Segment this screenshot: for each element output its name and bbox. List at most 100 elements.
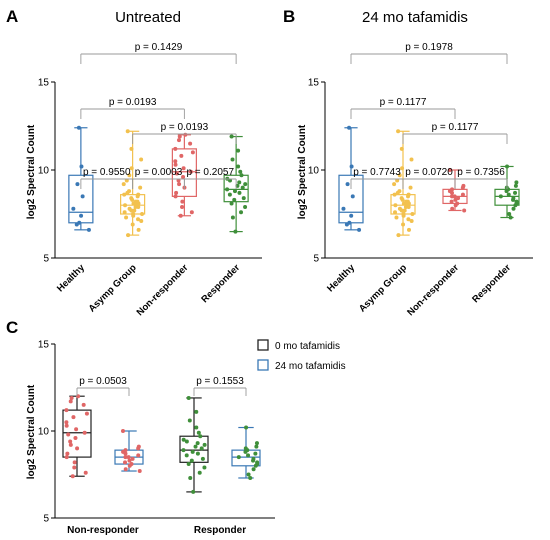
box-1-point [399,146,404,151]
p-value-label: p = 0.1429 [135,42,183,53]
box-1-point [127,206,132,211]
y-tick-label: 15 [38,340,50,351]
group-1-box-0-point [202,465,207,470]
p-value-label: p = 0.1553 [196,376,244,387]
p-value-label: p = 0.7743 [353,167,401,178]
group-0-box-1-point [123,455,128,460]
p-value-label: p = 0.0720 [405,167,453,178]
group-0-box-1-point [130,456,135,461]
box-2-point [180,204,185,209]
box-0-point [75,182,80,187]
group-0-box-1-point [120,429,125,433]
box-3-point [237,180,242,185]
legend-label: 24 mo tafamidis [275,361,346,372]
category-label: Non-responder [67,525,139,536]
box-2-point [179,153,184,158]
box-1-point [394,215,399,220]
box-1-point [406,192,411,197]
y-tick-label: 10 [308,166,320,177]
box-3-box [223,174,249,203]
group-1-box-1-point [255,460,260,465]
panel-b-ylabel: log2 Spectral Count [297,124,308,219]
box-1-point [139,157,144,162]
box-2-point [176,138,181,143]
box-1-point [127,173,132,178]
group-1-box-1-point [243,446,248,451]
y-tick-label: 10 [38,166,50,177]
box-0-point [357,227,362,232]
group-0-box-0-point [68,399,73,404]
group-1-box-0-point [193,444,198,449]
group-0-box-0-point [75,446,80,451]
box-1-point [406,227,411,232]
box-3-point [239,173,244,178]
box-3-point [232,189,237,194]
box-0-point [86,227,91,232]
group-0-box-0-point [81,402,86,407]
box-0-point [341,206,346,211]
box-1-point [406,217,411,222]
box-2-point [455,201,460,206]
group-0-box-0-point [65,451,70,456]
box-0-point [77,220,82,225]
group-0-box-0-point [82,430,87,435]
legend-swatch [257,339,269,351]
box-3-point [498,194,503,199]
box-1-point [129,146,134,151]
box-0-point [347,125,352,130]
box-1-point [408,185,413,190]
box-1-point [392,192,397,197]
box-1-point [121,182,126,187]
y-tick-label: 10 [38,427,50,438]
box-1-point [122,192,127,197]
p-value-label: p = 0.0003 [135,167,183,178]
panel-c-legend: 0 mo tafamidis 24 mo tafamidis [257,339,346,372]
group-1-box-0-box [179,435,209,463]
category-label: Non-responder [135,262,191,318]
box-3-point [243,182,248,187]
category-label: Healthy [55,262,88,295]
box-1-point [124,215,129,220]
group-0-box-1-point [136,453,141,458]
box-1-point [136,227,141,232]
box-2-point [461,183,466,188]
box-2-point [449,194,454,199]
box-3-point [236,164,241,169]
box-1-point [397,173,402,178]
group-0-box-1-point [123,467,128,472]
box-1-point [401,222,406,227]
box-0-point [349,164,354,169]
group-1-box-0-point [196,430,201,435]
panel-c: C log2 Spectral Count 5 10 15 p = 0.0503 Non… [6,318,346,536]
box-1-point [395,178,400,183]
box-2-point [456,196,461,201]
panel-b-letter: B [283,7,295,26]
box-1-point [392,182,397,187]
group-0-box-1-point [126,455,131,460]
box-3-point [239,210,244,215]
legend-swatch [257,359,269,371]
box-1-point [396,129,401,134]
group-1-box-0-point [189,458,194,463]
box-2-point [181,175,186,180]
p-value-label: p = 0.0503 [79,376,127,387]
box-2-point [188,141,193,146]
group-0-box-0-point [64,423,69,428]
group-0-box-1-point [137,469,142,474]
box-1-point [130,222,135,227]
box-2-point [183,132,188,137]
group-0-box-0-point [69,395,74,400]
group-1-box-1-point [246,453,251,458]
group-1-box-0-point [200,456,205,461]
box-1-point [409,157,414,162]
box-3-point [233,229,238,234]
group-1-box-0-point [190,449,195,454]
box-1-point [127,189,132,194]
group-1-box-1-point [254,441,259,446]
group-0-box-0-point [68,442,73,447]
box-1-point [400,166,405,171]
group-1-box-0-point [191,489,196,494]
box-0-point [347,220,352,225]
